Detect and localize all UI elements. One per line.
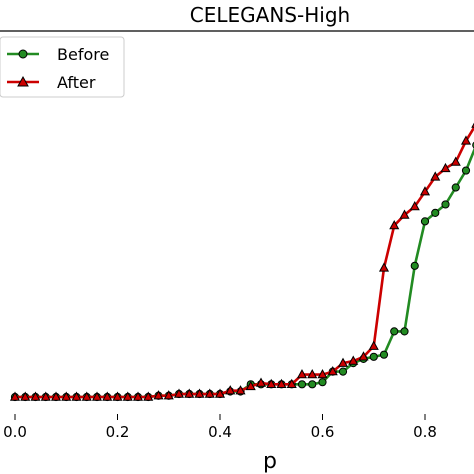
data-point (441, 200, 450, 209)
data-point (307, 369, 318, 379)
data-point (30, 391, 41, 401)
data-point (102, 391, 113, 401)
series-line-before (15, 147, 474, 399)
x-tick-label: 0.8 (413, 423, 437, 441)
data-point (461, 166, 471, 175)
data-point (40, 391, 51, 401)
data-point (348, 355, 359, 365)
data-point (173, 388, 185, 398)
data-point (410, 261, 419, 270)
x-tick-label: 0.2 (106, 423, 130, 441)
x-axis-ticks: 0.0 0.2 0.4 0.6 0.8 (3, 414, 437, 441)
data-point (112, 391, 123, 401)
legend-before-marker (18, 49, 28, 59)
data-point (71, 391, 82, 401)
legend: Before After (0, 36, 125, 98)
data-point (308, 380, 317, 389)
data-point (204, 388, 215, 398)
series-layer (9, 122, 474, 402)
data-point (91, 391, 103, 401)
data-point (143, 391, 154, 401)
data-point (399, 209, 410, 219)
data-point (153, 390, 164, 400)
data-point (378, 262, 390, 272)
data-point (214, 388, 226, 398)
data-point (194, 388, 205, 398)
series-line-after (15, 125, 474, 399)
data-point (369, 352, 378, 361)
data-point (337, 357, 349, 367)
data-point (327, 366, 338, 376)
data-point (9, 391, 21, 401)
legend-after-label: After (57, 73, 96, 92)
x-tick-label: 0.0 (3, 423, 27, 441)
data-point (225, 385, 236, 395)
legend-after-marker (17, 75, 29, 87)
data-point (460, 135, 472, 145)
data-point (368, 340, 379, 350)
data-point (255, 377, 267, 387)
data-point (61, 391, 72, 401)
data-point (20, 391, 31, 401)
data-point (235, 385, 246, 395)
data-point (184, 388, 195, 398)
data-point (163, 390, 174, 400)
x-axis-label: p (263, 449, 277, 474)
data-point (50, 391, 62, 401)
data-point (358, 351, 369, 361)
data-point (276, 378, 287, 389)
data-point (409, 200, 420, 211)
data-point (450, 156, 461, 166)
data-point (400, 327, 409, 336)
data-point (296, 369, 308, 379)
chart-title: CELEGANS-High (190, 3, 350, 27)
data-point (420, 217, 430, 226)
data-point (297, 380, 307, 389)
data-point (430, 171, 441, 181)
series-after (9, 122, 474, 401)
data-point (132, 391, 144, 401)
data-point (122, 391, 133, 401)
series-before (10, 141, 474, 402)
data-point (266, 378, 277, 389)
data-point (379, 350, 389, 359)
data-point (81, 391, 92, 401)
data-point (389, 220, 400, 230)
data-point (390, 327, 399, 336)
data-point (317, 369, 328, 379)
data-point (338, 367, 348, 376)
data-point (451, 183, 460, 192)
data-point (286, 378, 297, 389)
legend-before-label: Before (57, 45, 109, 64)
x-tick-label: 0.6 (311, 423, 335, 441)
x-tick-label: 0.4 (208, 423, 232, 441)
data-point (245, 380, 256, 391)
data-point (318, 378, 327, 387)
data-point (440, 162, 451, 173)
data-point (431, 208, 440, 217)
data-point (419, 186, 431, 196)
